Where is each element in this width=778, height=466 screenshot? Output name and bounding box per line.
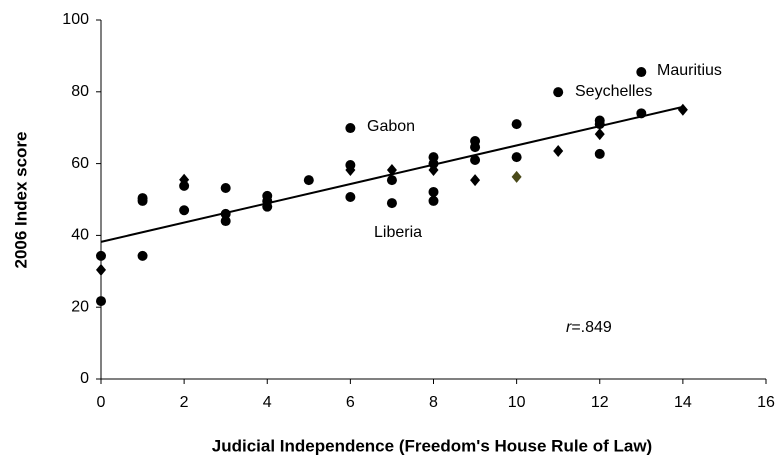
point xyxy=(303,175,314,186)
x-tick-label: 2 xyxy=(180,394,189,411)
x-tick-label: 14 xyxy=(674,394,692,411)
annotation: Liberia xyxy=(374,224,422,241)
point xyxy=(220,183,231,194)
point xyxy=(594,128,605,141)
point xyxy=(386,164,397,177)
point xyxy=(179,180,190,191)
point xyxy=(677,103,688,116)
point xyxy=(137,250,148,261)
point xyxy=(553,145,564,158)
point xyxy=(470,142,481,153)
y-tick-label: 40 xyxy=(71,227,89,244)
x-tick-label: 4 xyxy=(263,394,272,411)
x-tick-label: 16 xyxy=(757,394,775,411)
r-value: =.849 xyxy=(571,319,612,336)
point xyxy=(262,201,273,212)
y-tick-label: 100 xyxy=(62,11,89,28)
point xyxy=(345,191,356,202)
y-tick-label: 60 xyxy=(71,155,89,172)
point xyxy=(470,174,481,187)
y-tick-label: 80 xyxy=(71,83,89,100)
point xyxy=(220,216,231,227)
point xyxy=(345,123,356,134)
point xyxy=(511,170,522,183)
point xyxy=(179,205,190,216)
annotation: Mauritius xyxy=(657,62,722,79)
point xyxy=(470,155,481,166)
x-tick-label: 10 xyxy=(508,394,526,411)
point xyxy=(96,250,106,261)
point xyxy=(594,148,605,159)
point xyxy=(96,263,106,276)
x-tick-label: 6 xyxy=(346,394,355,411)
point xyxy=(636,67,647,78)
annotation: Gabon xyxy=(367,118,415,135)
point xyxy=(511,152,522,163)
point xyxy=(345,164,356,177)
annotation: Seychelles xyxy=(575,83,652,100)
point xyxy=(386,198,397,209)
point xyxy=(96,296,106,307)
y-tick-label: 20 xyxy=(71,298,89,315)
correlation-label: r=.849 xyxy=(566,319,612,336)
point xyxy=(428,195,439,206)
point xyxy=(137,195,148,206)
point xyxy=(636,108,647,119)
r-symbol: r xyxy=(566,319,572,336)
point xyxy=(428,164,439,177)
x-tick-label: 8 xyxy=(429,394,438,411)
point xyxy=(594,119,605,130)
x-tick-label: 0 xyxy=(97,394,106,411)
point xyxy=(428,158,439,169)
y-axis-label: 2006 Index score xyxy=(11,131,30,268)
x-tick-label: 12 xyxy=(591,394,609,411)
point xyxy=(386,175,397,186)
point xyxy=(428,186,439,197)
point xyxy=(179,173,190,186)
y-tick-label: 0 xyxy=(80,370,89,387)
point xyxy=(511,119,522,130)
point xyxy=(220,208,231,219)
point xyxy=(553,87,564,98)
x-axis-label: Judicial Independence (Freedom's House R… xyxy=(212,436,652,455)
